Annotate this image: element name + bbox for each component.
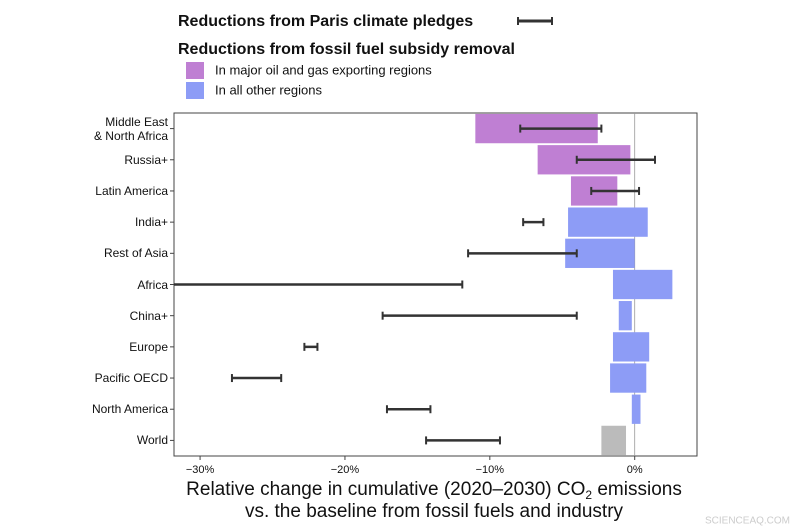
y-category-label: Pacific OECD	[94, 371, 168, 386]
subsidy-bar	[610, 363, 647, 393]
y-category-label: Middle East & North Africa	[93, 114, 168, 143]
y-category-label: Latin America	[95, 183, 168, 198]
y-category-label: India+	[134, 215, 168, 230]
legend-swatch	[186, 62, 204, 79]
legend-label: In all other regions	[215, 82, 322, 97]
y-category-label: Russia+	[124, 152, 168, 167]
legend-pledges: Reductions from Paris climate pledges	[178, 13, 473, 30]
x-axis-title-part: emissions	[592, 479, 682, 500]
x-tick-label: −10%	[476, 464, 505, 476]
legend-subsidy: Reductions from fossil fuel subsidy remo…	[178, 41, 515, 58]
subsidy-bar	[568, 207, 648, 237]
watermark: SCIENCEAQ.COM	[705, 516, 790, 527]
subsidy-bar	[612, 269, 673, 300]
x-axis-title-line2: vs. the baseline from fossil fuels and i…	[245, 501, 624, 522]
x-tick-label: −30%	[186, 464, 215, 476]
x-axis-title: Relative change in cumulative (2020–2030…	[186, 479, 682, 502]
y-category-label: Africa	[137, 277, 168, 292]
y-category-label: Rest of Asia	[103, 246, 168, 261]
x-tick-label: −20%	[331, 464, 360, 476]
x-axis-title-part: Relative change in cumulative (2020–2030…	[186, 479, 585, 500]
y-category-label: World	[136, 433, 168, 448]
subsidy-bar	[631, 394, 641, 424]
subsidy-bar	[618, 301, 632, 331]
x-axis-title-sub: 2	[585, 488, 592, 502]
subsidy-bar	[601, 425, 627, 456]
y-category-label: China+	[129, 308, 168, 323]
legend-label: In major oil and gas exporting regions	[215, 62, 432, 77]
subsidy-bar	[612, 332, 650, 362]
y-category-label: Europe	[129, 339, 168, 354]
y-category-label: North America	[91, 402, 168, 417]
x-tick-label: 0%	[627, 464, 643, 476]
legend-swatch	[186, 82, 204, 99]
